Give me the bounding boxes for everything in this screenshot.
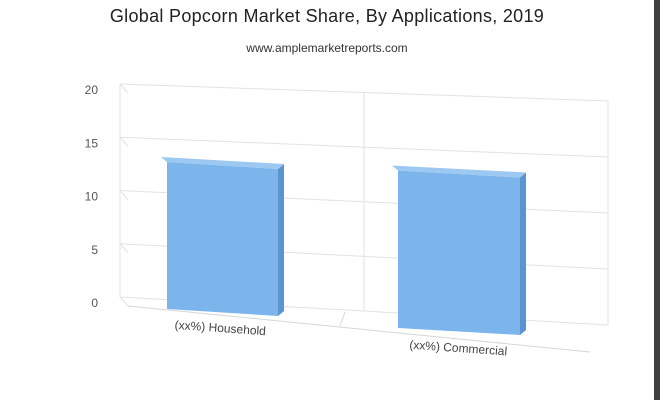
y-tick-label: 10 [85, 190, 99, 204]
side-gridline [119, 243, 129, 254]
bar-top [161, 157, 284, 169]
chart-subtitle: www.amplemarketreports.com [246, 41, 408, 55]
bars [161, 157, 526, 335]
x-category-label: (xx%) Household [174, 318, 266, 338]
bar-side [278, 164, 284, 316]
x-axis-labels: (xx%) Household (xx%) Commercial [174, 318, 507, 359]
x-category-label: (xx%) Commercial [409, 338, 508, 359]
side-gridline [119, 136, 129, 147]
y-axis-ticks: 0 5 10 15 20 [85, 83, 99, 310]
category-divider [339, 311, 346, 327]
y-tick-label: 20 [85, 83, 99, 97]
bar-top [392, 165, 526, 178]
y-tick-label: 0 [91, 296, 98, 310]
bar [392, 165, 526, 335]
bar-front [398, 170, 520, 335]
side-gridline [119, 83, 129, 94]
side-gridline [119, 296, 129, 307]
bar-front [167, 162, 278, 316]
window-edge [654, 0, 660, 400]
grid [119, 83, 609, 353]
y-tick-label: 15 [85, 136, 99, 150]
chart-title: Global Popcorn Market Share, By Applicat… [109, 6, 545, 26]
side-gridline [119, 190, 129, 200]
bar [161, 157, 284, 316]
floor-edge [127, 305, 591, 353]
y-tick-label: 5 [91, 243, 98, 257]
bar-side [520, 172, 526, 335]
